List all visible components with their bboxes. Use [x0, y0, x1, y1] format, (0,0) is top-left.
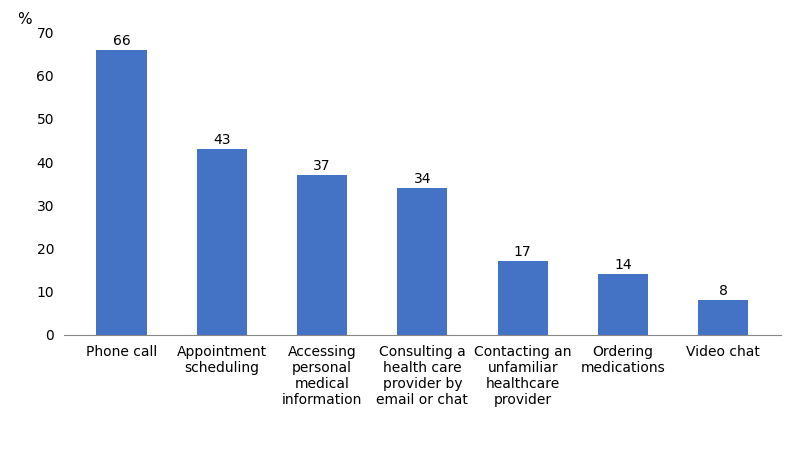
Y-axis label: %: %	[17, 12, 32, 27]
Text: 43: 43	[213, 133, 230, 147]
Text: 66: 66	[112, 33, 131, 48]
Text: 37: 37	[313, 159, 331, 173]
Bar	[96, 50, 147, 335]
Text: 8: 8	[719, 284, 728, 298]
Bar	[297, 175, 347, 335]
Text: 14: 14	[614, 258, 632, 272]
Bar	[598, 274, 648, 335]
Bar	[197, 149, 247, 335]
Bar	[497, 261, 548, 335]
Bar	[398, 188, 447, 335]
Text: 17: 17	[514, 245, 532, 259]
Bar	[698, 300, 748, 335]
Text: 34: 34	[414, 172, 431, 186]
